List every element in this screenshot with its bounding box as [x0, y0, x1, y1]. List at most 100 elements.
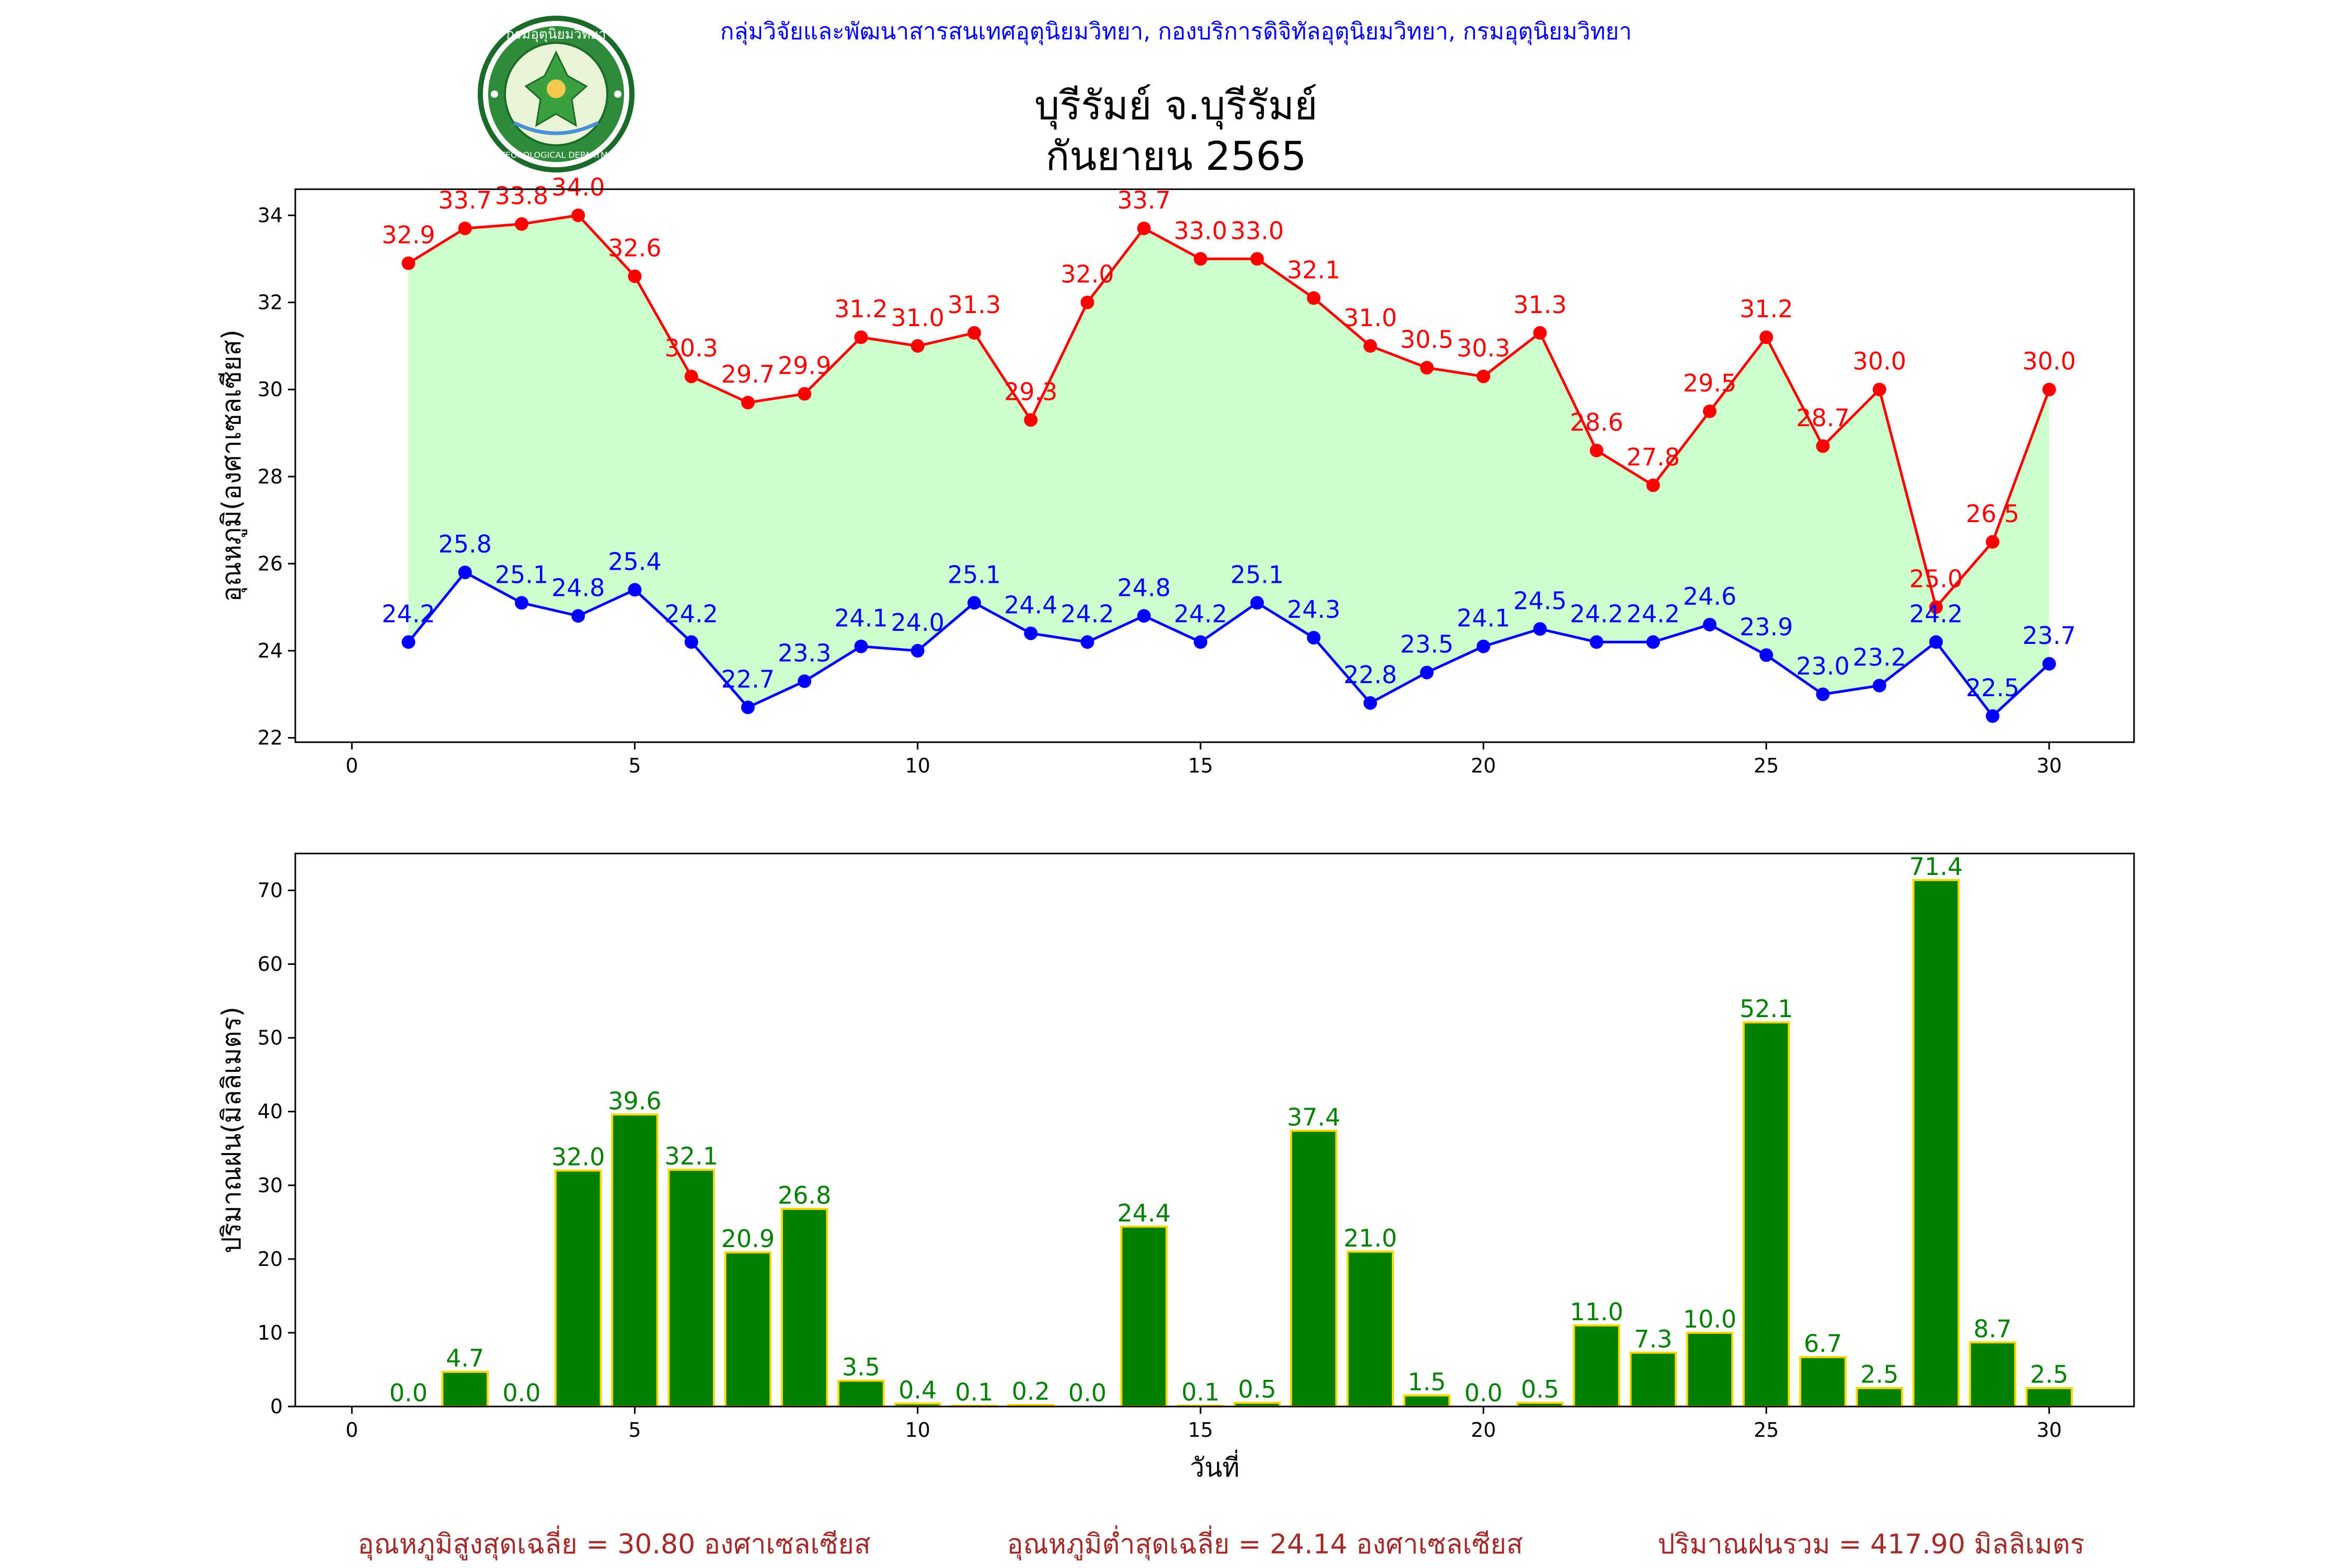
rainfall-bar-label: 21.0	[1343, 1224, 1397, 1252]
min-temperature-line	[407, 570, 2050, 718]
max-temperature-point	[514, 217, 528, 231]
temperature-x-tick-label: 25	[1754, 754, 1779, 777]
rainfall-bar	[554, 1169, 602, 1408]
min-temperature-label: 24.5	[1513, 586, 1566, 615]
rainfall-y-tick-label: 10	[258, 1321, 283, 1344]
min-temperature-point	[1759, 648, 1773, 662]
max-temperature-label: 29.3	[1004, 378, 1057, 406]
rainfall-x-tick-label: 25	[1754, 1419, 1779, 1442]
temperature-range-fill	[408, 215, 2049, 717]
max-temperature-point	[401, 256, 416, 270]
min-temperature-point	[1872, 678, 1886, 693]
max-temperature-label: 31.0	[1343, 304, 1397, 332]
rainfall-bar	[1120, 1225, 1168, 1408]
rainfall-bar-label: 32.1	[665, 1142, 718, 1170]
min-temperature-label: 24.2	[1909, 599, 1963, 628]
rainfall-bar-label: 10.0	[1683, 1305, 1736, 1333]
max-temperature-point	[458, 221, 472, 235]
rainfall-bar	[667, 1169, 716, 1408]
min-temperature-point	[1816, 687, 1830, 701]
min-temperature-point	[1589, 635, 1604, 649]
rainfall-x-tick-label: 15	[1188, 1419, 1213, 1442]
max-temperature-label: 26.5	[1966, 500, 2019, 528]
rainfall-x-tick-label: 0	[345, 1419, 358, 1442]
min-temperature-label: 24.4	[1004, 591, 1057, 619]
rainfall-bar-label: 37.4	[1287, 1103, 1340, 1131]
temperature-x-tick-label: 0	[345, 754, 358, 777]
min-temperature-point	[1929, 635, 1943, 649]
min-temperature-label: 22.8	[1343, 661, 1397, 689]
max-temperature-label: 30.3	[665, 334, 718, 362]
max-temperature-label: 29.7	[721, 360, 775, 388]
rainfall-bar-label: 24.4	[1117, 1199, 1170, 1227]
rainfall-bar	[441, 1370, 489, 1408]
rainfall-bar	[1573, 1324, 1620, 1408]
min-temperature-point	[1986, 709, 2000, 723]
rainfall-bar	[1346, 1250, 1394, 1408]
max-temperature-label: 30.5	[1400, 326, 1454, 354]
station-title: บุรีรัมย์ จ.บุรีรัมย์	[1034, 82, 1318, 130]
temperature-plot-frame	[294, 188, 2135, 743]
rainfall-bar	[1799, 1356, 1847, 1408]
temperature-x-tick-label: 30	[2036, 754, 2061, 777]
min-temperature-point	[514, 596, 528, 610]
logo-bottom-text: METEOROLOGICAL DEPARTMENT	[488, 150, 625, 160]
min-temperature-label: 25.1	[948, 560, 1001, 589]
rainfall-y-tick-label: 40	[258, 1100, 283, 1123]
temperature-x-tick-label: 15	[1188, 754, 1213, 777]
max-temperature-point	[854, 330, 868, 344]
max-temperature-point	[1872, 383, 1886, 397]
min-temperature-label: 23.3	[778, 639, 831, 667]
min-temperature-label: 24.1	[1457, 604, 1510, 632]
temperature-y-axis-label: อุณหภูมิ(องศาเซลเซียส)	[216, 329, 247, 602]
max-temperature-point	[1986, 535, 2000, 549]
min-temperature-label: 24.8	[1117, 573, 1170, 602]
temperature-x-tick-label: 5	[628, 754, 641, 777]
max-temperature-label: 33.8	[495, 182, 548, 210]
min-temperature-label: 24.2	[1060, 599, 1114, 628]
max-temperature-point	[571, 208, 585, 222]
min-temperature-point	[1477, 639, 1491, 653]
rainfall-bar-label: 71.4	[1909, 852, 1963, 881]
rainfall-bar	[724, 1251, 772, 1408]
max-temperature-point	[1816, 439, 1830, 453]
max-temperature-point	[1024, 413, 1038, 427]
min-temperature-label: 24.8	[551, 573, 605, 602]
min-temperature-point	[571, 609, 585, 623]
rainfall-y-tick-label: 60	[258, 953, 283, 976]
rainfall-bar-label: 0.0	[1465, 1379, 1503, 1407]
max-temperature-label: 30.3	[1457, 334, 1510, 362]
temperature-y-tick-label: 24	[258, 639, 283, 662]
rainfall-y-tick-label: 20	[258, 1248, 283, 1271]
min-temperature-label: 24.2	[1627, 599, 1680, 628]
rainfall-bar-label: 20.9	[721, 1225, 775, 1253]
max-temperature-label: 31.3	[1513, 291, 1566, 319]
max-temperature-label: 29.9	[778, 352, 831, 380]
max-temperature-point	[1646, 478, 1660, 492]
max-temperature-label: 29.5	[1683, 369, 1736, 397]
meteorological-department-logo: กรมอุตุนิยมวิทยา METEOROLOGICAL DEPARTME…	[478, 16, 635, 172]
min-temperature-point	[1024, 626, 1038, 640]
max-temperature-line	[408, 214, 2050, 610]
max-temperature-point	[741, 396, 755, 410]
rainfall-x-tick-label: 30	[2036, 1419, 2061, 1442]
temperature-y-tick-label: 32	[258, 291, 283, 314]
max-temperature-label: 31.0	[891, 304, 944, 332]
rainfall-bar	[1912, 879, 1960, 1408]
rainfall-bar-label: 8.7	[1974, 1315, 2012, 1343]
min-temperature-point	[1250, 596, 1264, 610]
min-temperature-label: 23.5	[1400, 630, 1454, 659]
min-temperature-label: 23.9	[1739, 613, 1793, 641]
min-temperature-label: 25.4	[608, 547, 661, 575]
max-temperature-point	[1420, 361, 1434, 375]
rainfall-bar	[1290, 1129, 1338, 1408]
temperature-y-tick-label: 26	[258, 552, 283, 575]
max-temperature-label: 28.6	[1570, 408, 1623, 436]
summary-avg-min: อุณหภูมิต่ำสุดเฉลี่ย = 24.14 องศาเซลเซีย…	[1007, 1525, 1523, 1561]
max-temperature-point	[1929, 600, 1943, 614]
max-temperature-label: 32.0	[1060, 260, 1114, 289]
min-temperature-point	[401, 635, 416, 649]
rainfall-bar-label: 26.8	[778, 1181, 831, 1209]
max-temperature-point	[1759, 330, 1773, 344]
rainfall-plot-frame	[294, 852, 2135, 1408]
